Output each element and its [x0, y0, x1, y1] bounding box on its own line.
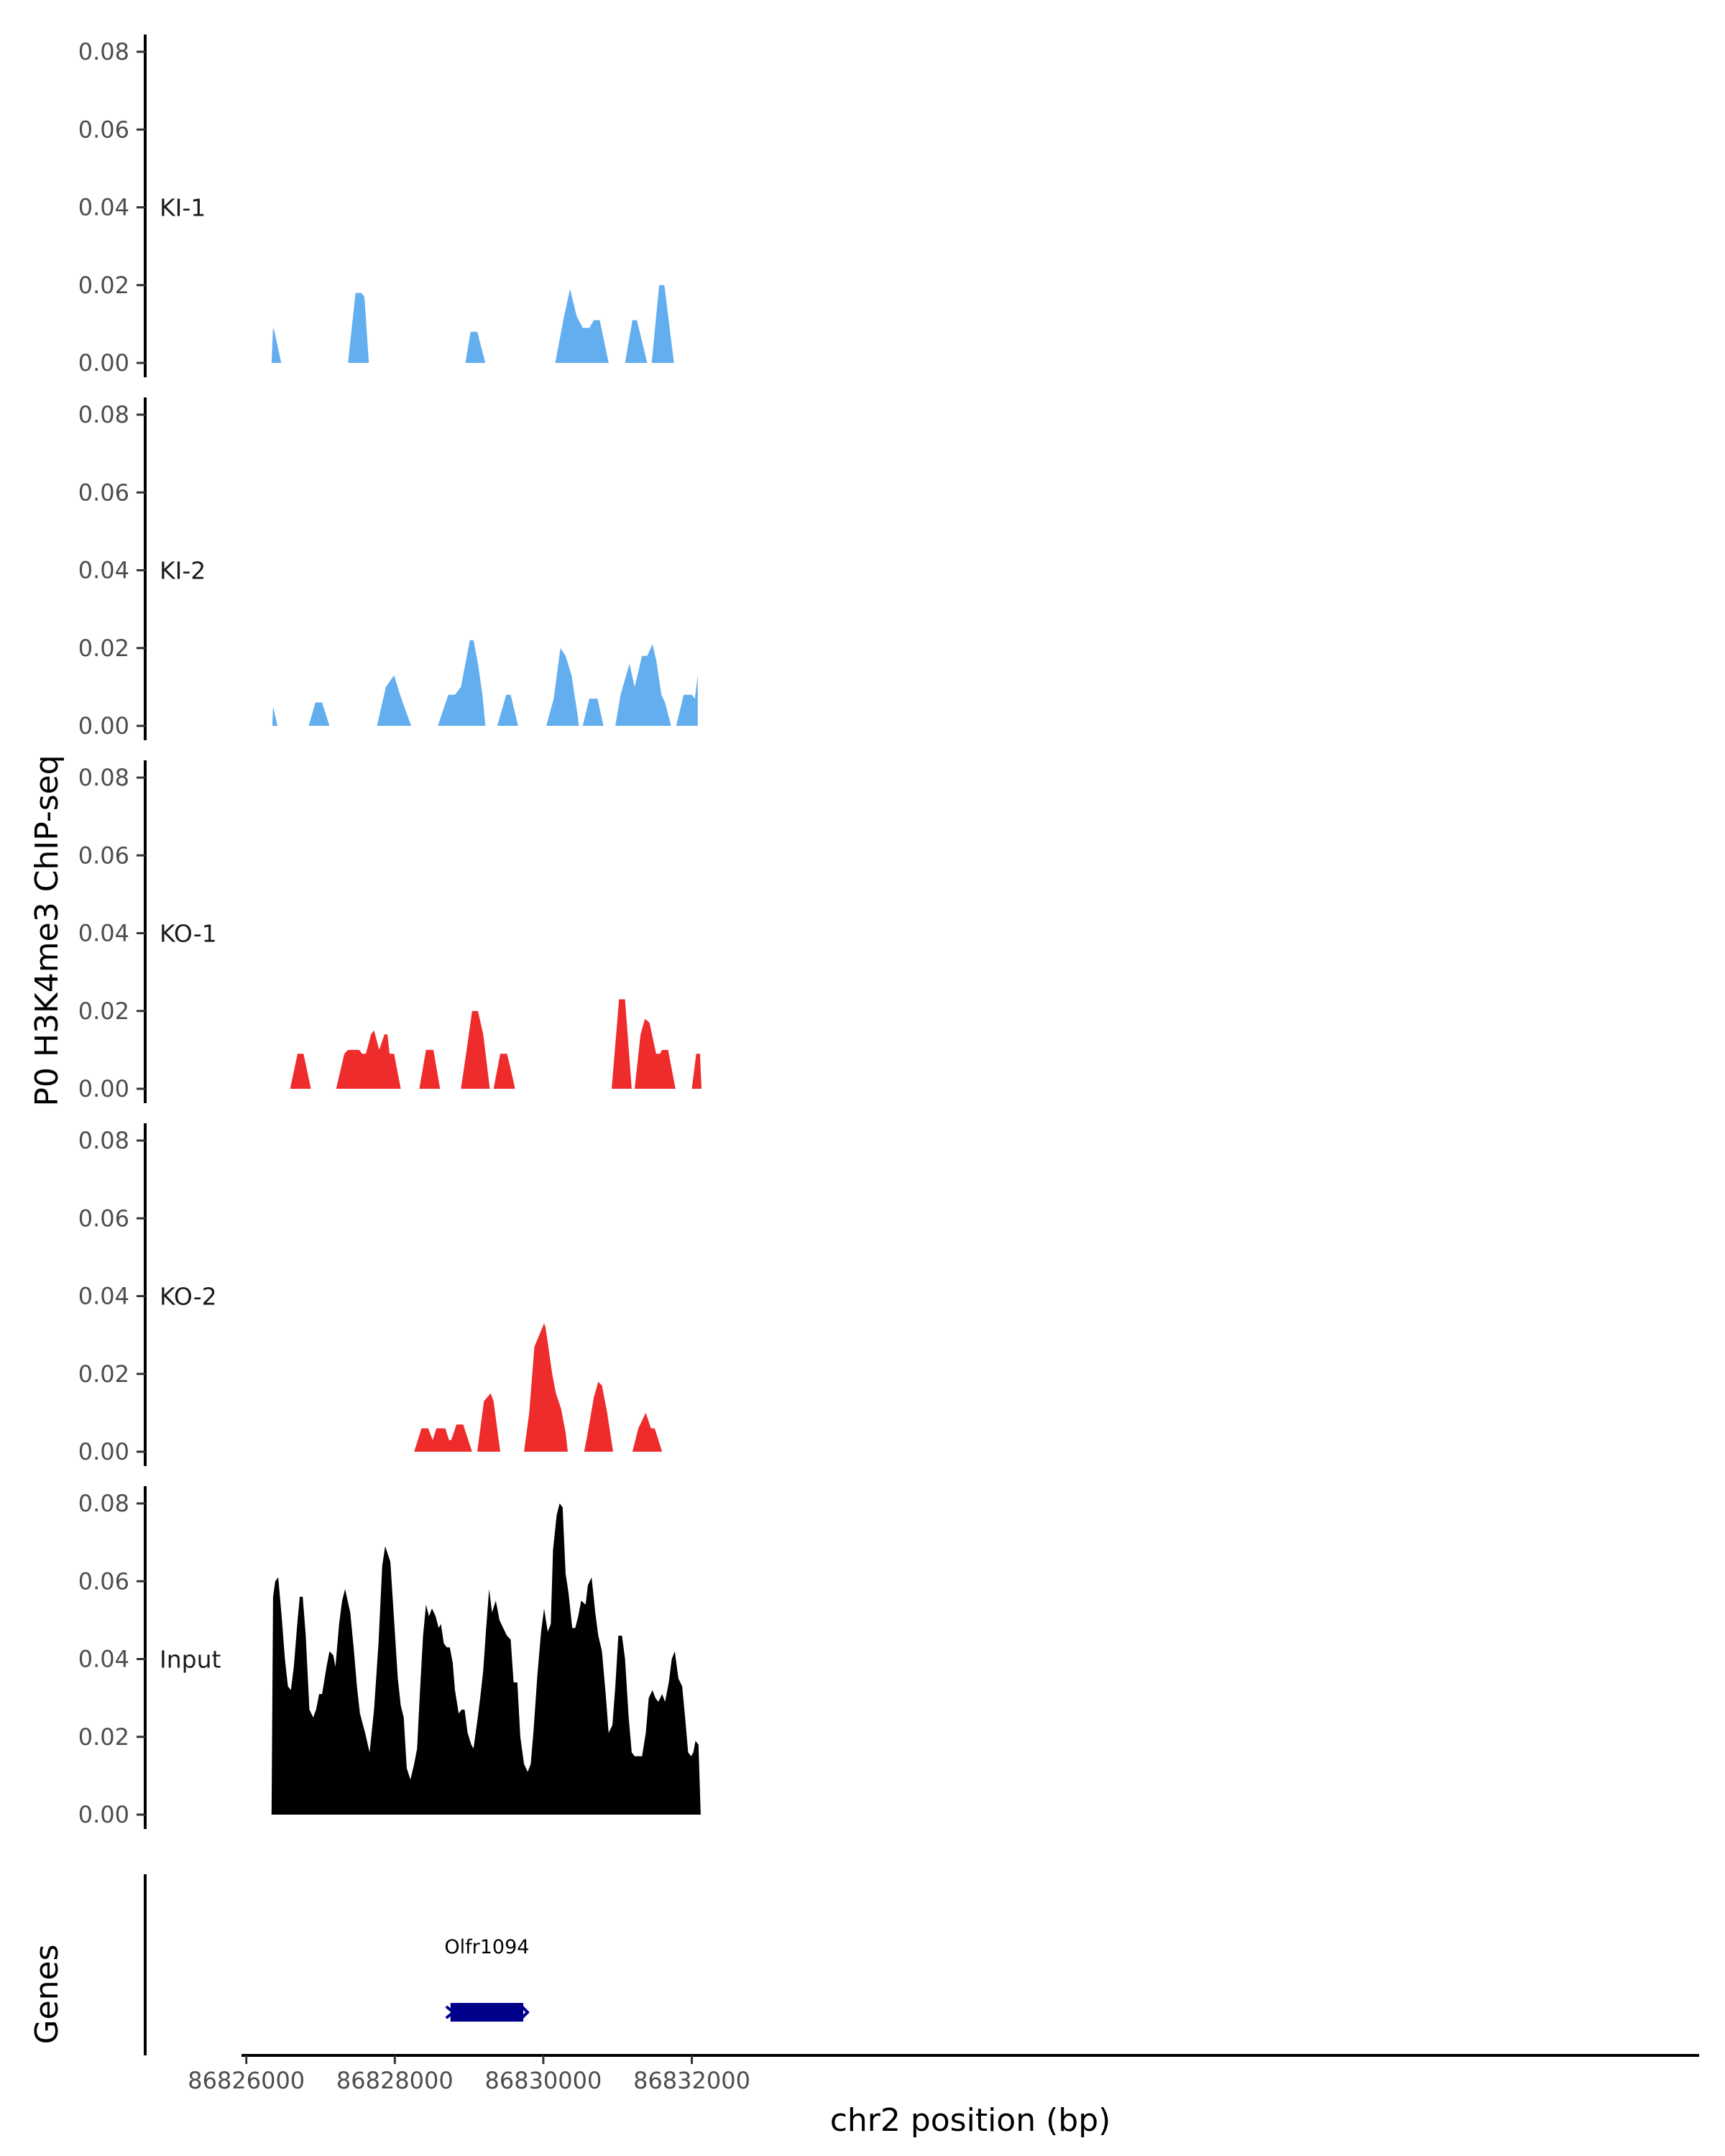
y-axis-title: P0 H3K4me3 ChIP-seq: [29, 755, 65, 1106]
track-label: KI-1: [160, 194, 206, 222]
track-ko-1: 0.00 0.02 0.04 0.06 0.08 KO-1: [78, 760, 702, 1103]
signal-area-input: [271, 1503, 701, 1815]
y-tick-label: 0.06: [78, 479, 129, 506]
strand-arrow-icon: [445, 2005, 456, 2019]
gene-name-label: Olfr1094: [444, 1936, 529, 1958]
x-axis: 86826000 86828000 86830000 86832000: [188, 2054, 1699, 2094]
signal-area-ko-2: [414, 1323, 663, 1452]
track-ki-2: 0.00 0.02 0.04 0.06 0.08 KI-2: [78, 397, 698, 740]
x-tick-label: 86832000: [633, 2067, 750, 2094]
y-tick-label: 0.06: [78, 1204, 129, 1232]
x-tick-label: 86830000: [484, 2067, 602, 2094]
y-tick-label: 0.02: [78, 998, 129, 1025]
y-tick-label: 0.02: [78, 635, 129, 662]
gene-panel: Olfr1094: [144, 1874, 530, 2055]
y-tick-label: 0.04: [78, 194, 129, 221]
x-tick-label: 86826000: [188, 2067, 305, 2094]
y-tick-label: 0.04: [78, 920, 129, 947]
y-tick-label: 0.04: [78, 557, 129, 584]
y-tick-label: 0.00: [78, 1438, 129, 1465]
track-ko-2: 0.00 0.02 0.04 0.06 0.08 KO-2: [78, 1123, 663, 1466]
y-tick-label: 0.00: [78, 1801, 129, 1828]
y-tick-label: 0.00: [78, 1075, 129, 1102]
x-tick-label: 86828000: [336, 2067, 454, 2094]
y-tick-label: 0.08: [78, 1127, 129, 1154]
y-tick-label: 0.06: [78, 842, 129, 869]
signal-area-ki-1: [271, 285, 674, 363]
signal-tracks: 0.00 0.02 0.04 0.06 0.08 KI-1 0.00 0.02 0.04 0.06…: [78, 34, 702, 1829]
y-tick-label: 0.08: [78, 1490, 129, 1517]
y-tick-label: 0.02: [78, 1723, 129, 1751]
track-label: Input: [160, 1646, 221, 1674]
y-tick-label: 0.02: [78, 272, 129, 299]
track-label: KI-2: [160, 557, 206, 585]
strand-arrow-icon: [520, 2005, 530, 2019]
y-tick-label: 0.06: [78, 116, 129, 143]
y-tick-label: 0.04: [78, 1646, 129, 1673]
track-label: KO-1: [160, 920, 217, 948]
y-tick-label: 0.08: [78, 401, 129, 428]
y-tick-label: 0.00: [78, 349, 129, 377]
track-label: KO-2: [160, 1283, 217, 1311]
signal-area-ki-2: [272, 640, 698, 726]
track-input: 0.00 0.02 0.04 0.06 0.08 Input: [78, 1486, 701, 1829]
x-axis-title: chr2 position (bp): [830, 2102, 1111, 2139]
gene-body: [450, 2003, 524, 2022]
y-tick-label: 0.04: [78, 1283, 129, 1310]
y-tick-label: 0.08: [78, 38, 129, 65]
genes-panel-title: Genes: [29, 1944, 65, 2044]
track-ki-1: 0.00 0.02 0.04 0.06 0.08 KI-1: [78, 34, 674, 377]
y-tick-label: 0.02: [78, 1360, 129, 1388]
y-tick-label: 0.08: [78, 764, 129, 791]
y-tick-label: 0.06: [78, 1567, 129, 1595]
y-tick-label: 0.00: [78, 712, 129, 740]
signal-area-ko-1: [290, 999, 702, 1089]
